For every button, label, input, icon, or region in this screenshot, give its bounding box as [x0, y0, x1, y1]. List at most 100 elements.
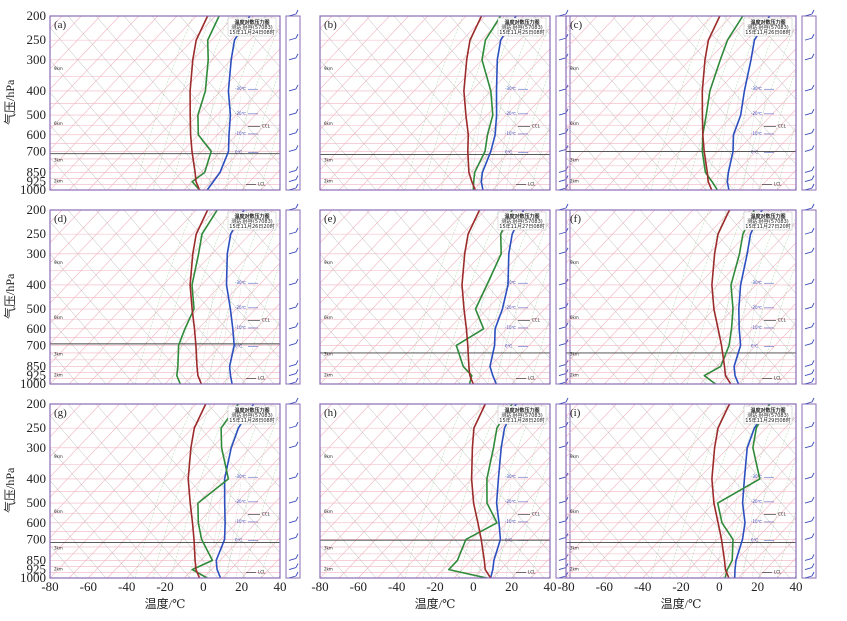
dry-adiabat	[179, 16, 280, 133]
mixing-ratio-line	[733, 94, 749, 190]
isotherm-line	[320, 16, 371, 70]
moist-adiabat	[776, 316, 796, 384]
isotherm-line	[183, 282, 280, 384]
wind-barb	[804, 149, 813, 152]
wind-barb-flag	[811, 322, 815, 327]
isotherm-line	[776, 363, 796, 384]
mixing-ratio-line	[724, 288, 740, 384]
mixing-ratio-line	[226, 482, 242, 578]
dry-adiabat	[562, 16, 712, 190]
wind-barb	[558, 251, 567, 255]
isotherm-label: -10℃	[751, 519, 763, 524]
dry-adiabat	[566, 221, 707, 384]
series-dew-point	[701, 16, 744, 190]
wind-barb	[804, 112, 813, 116]
moist-adiabat	[813, 210, 847, 384]
wind-barb-flag	[811, 53, 815, 59]
dry-adiabat	[583, 404, 735, 578]
height-label: 6km	[324, 509, 333, 514]
isotherm-line	[566, 404, 713, 559]
mixing-ratio-line	[469, 288, 485, 384]
wind-barb-flag	[811, 339, 815, 344]
isotherm-line	[50, 16, 101, 70]
lcl-label: LCL	[258, 182, 266, 187]
isotherm-line	[50, 16, 197, 171]
series-parcel-curve	[701, 16, 721, 190]
moist-adiabat	[567, 210, 625, 384]
wind-barb	[288, 179, 297, 183]
mixing-ratio-line	[208, 482, 224, 578]
isotherm-line	[320, 404, 390, 478]
wind-barb	[804, 476, 813, 480]
wind-barb-flag	[295, 377, 299, 383]
x-tick-label: -60	[80, 579, 97, 594]
y-tick-label: 400	[27, 471, 47, 486]
moist-adiabat	[512, 457, 550, 578]
mixing-ratio-line	[751, 482, 767, 578]
isotherm-line	[566, 210, 675, 324]
x-tick-label: 40	[790, 579, 803, 594]
moist-adiabat	[278, 573, 280, 578]
y-tick-label: 1000	[20, 376, 46, 391]
dry-adiabat	[50, 221, 191, 384]
mixing-ratio-line	[478, 482, 494, 578]
wind-barb-flag	[295, 175, 299, 180]
panel-letter: (h)	[324, 407, 337, 419]
isotherm-line	[396, 28, 550, 190]
dry-adiabat	[142, 210, 292, 384]
dry-adiabat	[695, 404, 796, 521]
moist-adiabat	[740, 22, 796, 190]
isotherm-line	[623, 16, 790, 190]
wind-barb-flag	[565, 9, 569, 15]
dry-adiabat	[477, 210, 550, 294]
dry-adiabat	[449, 210, 550, 327]
isotherm-label: -20℃	[505, 305, 517, 310]
legend-date: 15年11月28日08时	[229, 417, 274, 424]
x-tick-label: -80	[311, 579, 328, 594]
series-dew-point	[455, 210, 513, 384]
lcl-label: LCL	[528, 376, 536, 381]
isotherm-line	[50, 404, 120, 478]
dry-adiabat	[667, 210, 796, 359]
isotherm-line	[566, 404, 598, 438]
isotherm-line	[566, 404, 655, 498]
isotherm-label: 0℃	[751, 149, 759, 154]
mixing-ratio-line	[496, 288, 512, 384]
y-tick-label: 500	[27, 107, 47, 122]
moist-adiabat	[704, 210, 764, 384]
panel-i: 9km6km3km2km1km-30℃-20℃-10℃0℃CCLLCL温度对数压…	[557, 397, 847, 611]
moist-adiabat	[134, 404, 194, 578]
wind-strip-frame	[555, 15, 571, 191]
isotherm-line	[320, 210, 448, 345]
isotherm-line	[642, 222, 796, 384]
dry-adiabat	[50, 480, 135, 578]
isotherm-line	[566, 404, 675, 518]
isotherm-line	[279, 189, 280, 190]
dry-adiabat	[566, 27, 707, 190]
dry-adiabat	[566, 447, 679, 578]
wind-barb	[804, 207, 813, 211]
moist-adiabat	[650, 210, 710, 384]
y-tick-label: 500	[27, 495, 47, 510]
dry-adiabat	[808, 404, 847, 578]
dry-adiabat	[365, 210, 517, 384]
wind-strip-frame	[801, 209, 817, 385]
wind-barb	[288, 231, 297, 235]
isotherm-line	[50, 404, 216, 578]
isotherm-line	[738, 323, 796, 384]
wind-barb	[558, 381, 567, 385]
isotherm-line	[128, 404, 293, 578]
panel-letter: (c)	[570, 19, 583, 31]
dry-adiabat	[320, 27, 461, 190]
moist-adiabat	[668, 16, 728, 190]
isotherm-label: -30℃	[751, 86, 763, 91]
dry-adiabat	[50, 92, 135, 190]
isotherm-line	[50, 210, 178, 345]
isotherm-label: -30℃	[235, 280, 247, 285]
isotherm-line	[566, 210, 713, 365]
wind-barb	[288, 326, 297, 330]
mixing-ratio-line	[742, 94, 758, 190]
isotherm-label: -20℃	[751, 111, 763, 116]
isotherm-line	[680, 68, 796, 190]
